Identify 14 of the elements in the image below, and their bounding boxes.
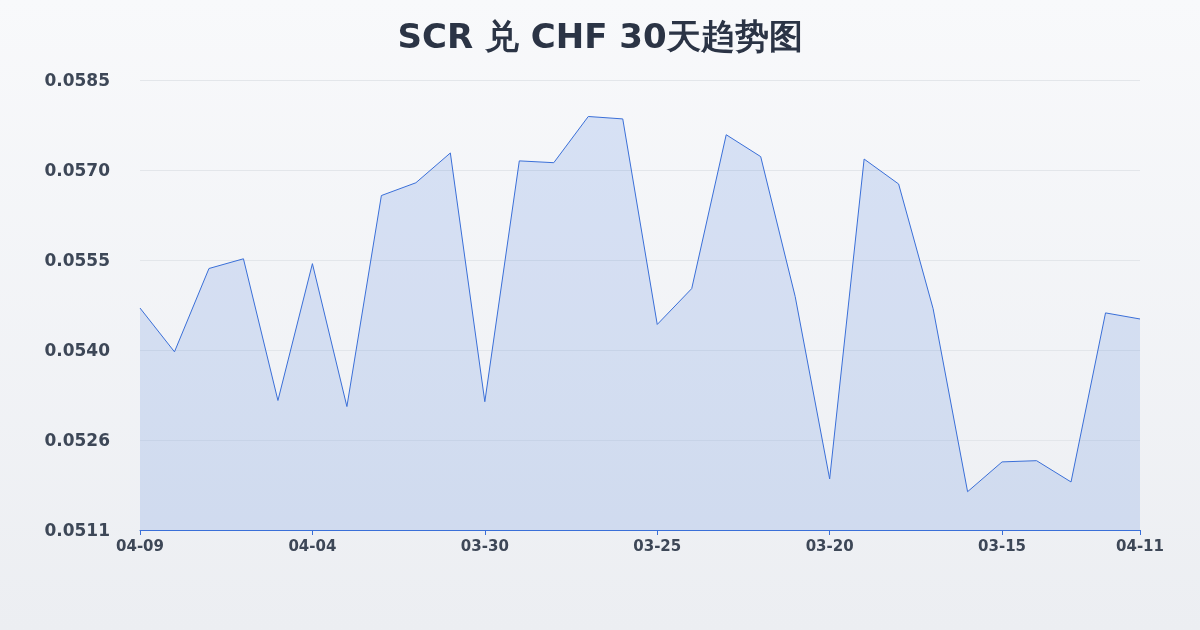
- y-tick-label: 0.0511: [44, 520, 110, 540]
- x-tick-label: 03-30: [460, 536, 509, 555]
- chart-title: SCR 兑 CHF 30天趋势图: [397, 16, 803, 56]
- x-tick-label: 04-04: [288, 536, 337, 555]
- x-tick-label: 04-09: [116, 536, 164, 555]
- y-tick-label: 0.0585: [44, 70, 110, 90]
- x-tick-label: 03-15: [978, 536, 1027, 555]
- y-tick-label: 0.0540: [44, 340, 111, 360]
- x-tick-label: 03-20: [805, 536, 854, 555]
- y-tick-label: 0.0526: [44, 430, 110, 450]
- x-tick-label: 03-25: [633, 536, 682, 555]
- y-tick-label: 0.0555: [44, 250, 110, 270]
- x-tick-label: 04-11: [1116, 536, 1164, 555]
- y-tick-label: 0.0570: [44, 160, 111, 180]
